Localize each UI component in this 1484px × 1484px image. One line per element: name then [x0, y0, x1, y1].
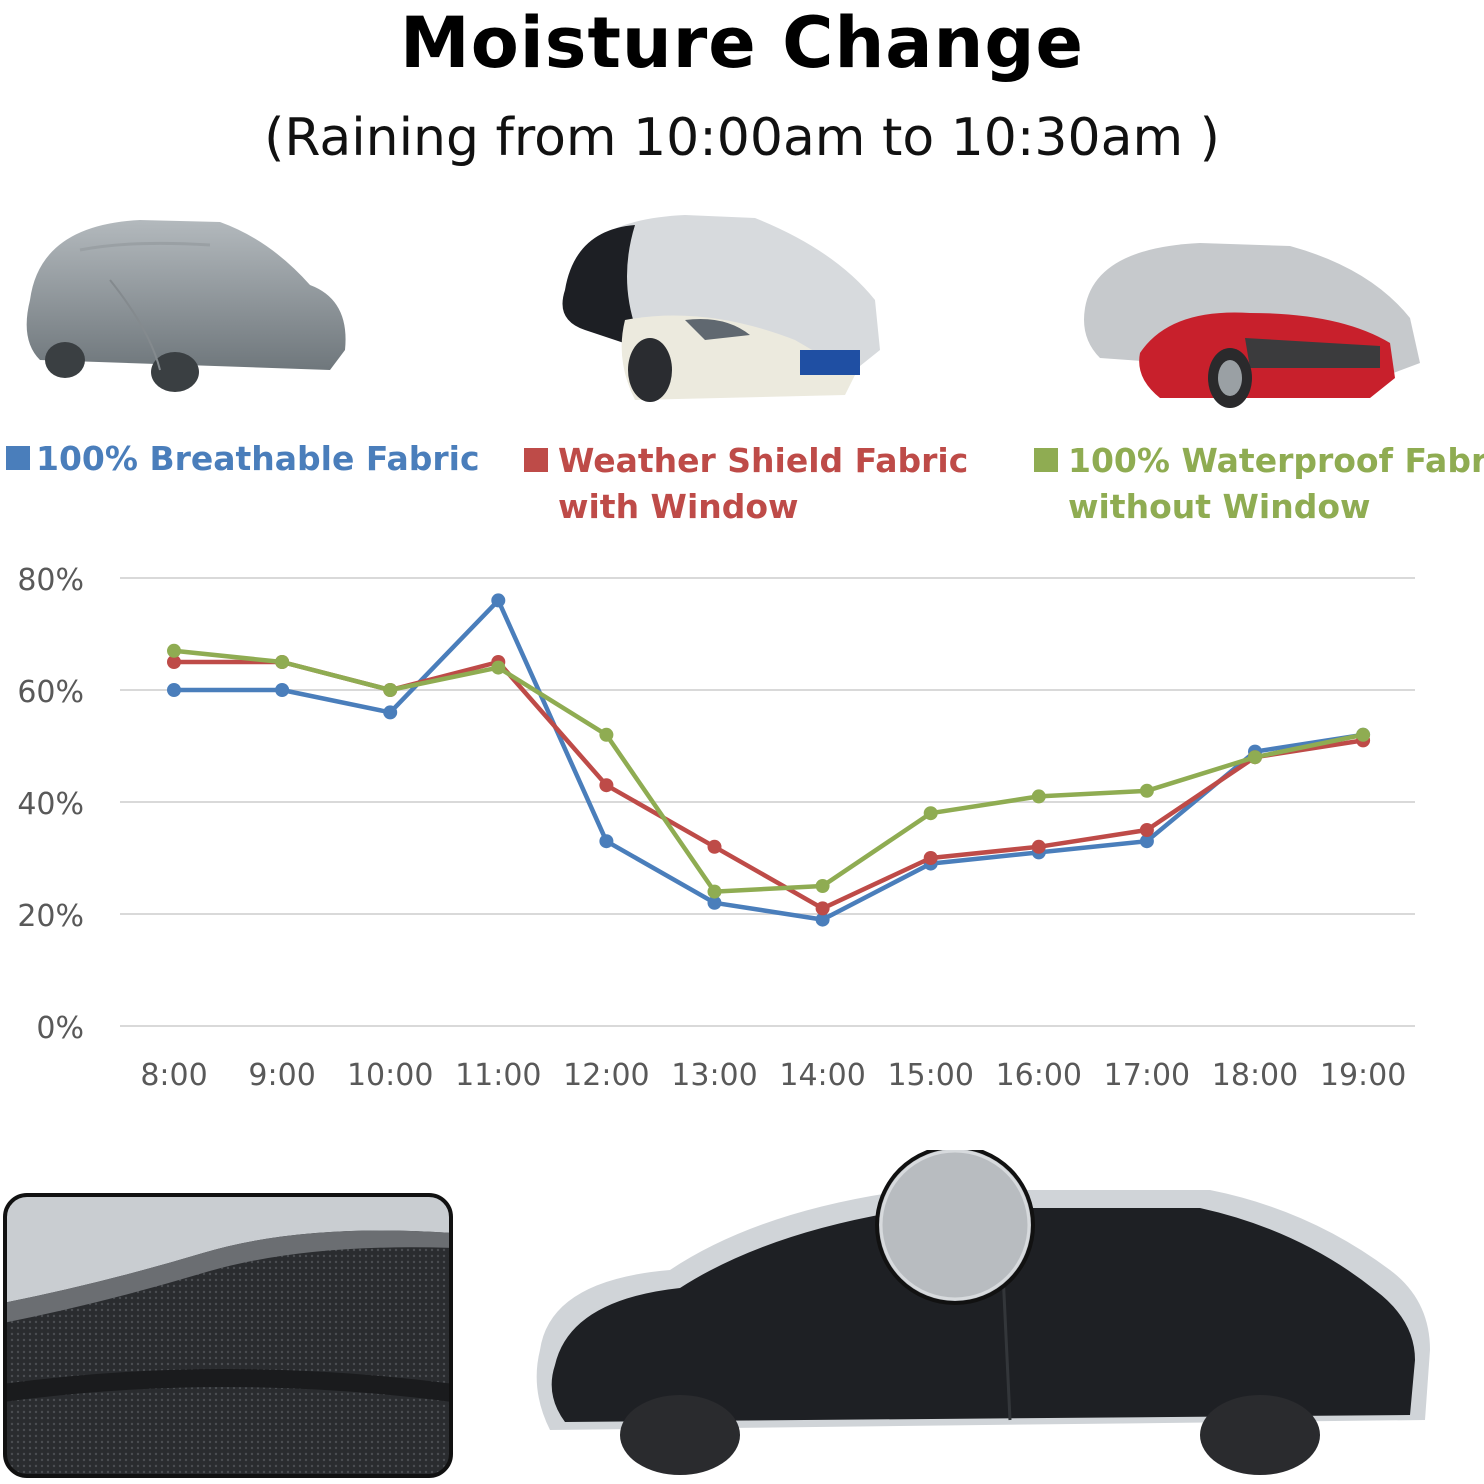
- waterproof-cover-car-image: [1084, 243, 1420, 408]
- series-line-1: [174, 598, 1364, 922]
- legend-swatch: [1034, 448, 1058, 472]
- y-tick-label: 0%: [36, 1011, 84, 1046]
- x-tick-label: 19:00: [1320, 1058, 1406, 1093]
- legend-swatch: [6, 446, 30, 470]
- series-line-3: [173, 648, 1364, 894]
- series-3-point: [707, 884, 722, 899]
- series-3-point: [1139, 783, 1154, 798]
- series-2-point: [599, 778, 614, 793]
- series-3-point: [1248, 750, 1262, 765]
- series-3-point: [491, 660, 506, 675]
- legend-label-line2: without Window: [1068, 487, 1371, 526]
- series-1-point: [707, 895, 722, 910]
- x-tick-label: 11:00: [455, 1058, 541, 1093]
- x-tick-label: 9:00: [248, 1058, 315, 1093]
- series-3-point: [167, 643, 181, 658]
- series-2-point: [1031, 839, 1046, 854]
- y-tick-label: 60%: [17, 675, 84, 710]
- series-3-point: [1356, 727, 1371, 742]
- series-3-point: [383, 683, 398, 697]
- series-1-point: [1139, 834, 1154, 849]
- legend-label: Weather Shield Fabric: [558, 441, 969, 480]
- legend-label-line2: with Window: [558, 487, 799, 526]
- series-3-point: [1031, 789, 1046, 804]
- x-tick-label: 8:00: [140, 1058, 207, 1093]
- legend-label: 100% Waterproof Fabric: [1068, 441, 1484, 480]
- x-tick-label: 10:00: [347, 1058, 433, 1093]
- series-1-point: [383, 705, 398, 720]
- y-tick-label: 80%: [17, 563, 84, 598]
- y-tick-label: 40%: [17, 787, 84, 822]
- fabric-closeup-photo: [3, 1193, 453, 1478]
- series-3-point: [815, 879, 830, 893]
- series-1-point: [599, 834, 614, 849]
- x-tick-label: 17:00: [1104, 1058, 1190, 1093]
- series-2-point: [1139, 823, 1154, 837]
- x-tick-label: 12:00: [563, 1058, 649, 1093]
- breathable-cover-car-image: [26, 220, 346, 392]
- moisture-line-chart: 0% 20% 40% 60% 80% 8:00 9:00 10:00 11:00 12:00 13:…: [17, 563, 1415, 1093]
- x-tick-label: 14:00: [779, 1058, 865, 1093]
- series-line-2: [174, 659, 1364, 911]
- series-1-point: [275, 683, 290, 697]
- x-tick-label: 18:00: [1212, 1058, 1298, 1093]
- series-1-point: [491, 593, 506, 608]
- x-tick-label: 16:00: [996, 1058, 1082, 1093]
- page-title: Moisture Change: [400, 2, 1084, 84]
- series-2-point: [923, 851, 938, 865]
- covered-car-photo: [536, 1150, 1430, 1475]
- series-1-point: [815, 912, 830, 927]
- series-2-point: [815, 901, 830, 916]
- series-3-point: [599, 727, 614, 742]
- weather-shield-cover-car-image: [562, 215, 880, 402]
- x-tick-label: 13:00: [671, 1058, 757, 1093]
- series-3-point: [923, 806, 938, 821]
- page-subtitle: (Raining from 10:00am to 10:30am ): [264, 108, 1220, 168]
- series-2-point: [167, 655, 181, 669]
- legend-swatch: [524, 448, 548, 472]
- y-tick-label: 20%: [17, 899, 84, 934]
- legend-label: 100% Breathable Fabric: [36, 439, 480, 478]
- series-1-point: [167, 683, 181, 697]
- series-3-point: [275, 655, 290, 669]
- x-tick-label: 15:00: [887, 1058, 973, 1093]
- series-2-point: [707, 839, 722, 854]
